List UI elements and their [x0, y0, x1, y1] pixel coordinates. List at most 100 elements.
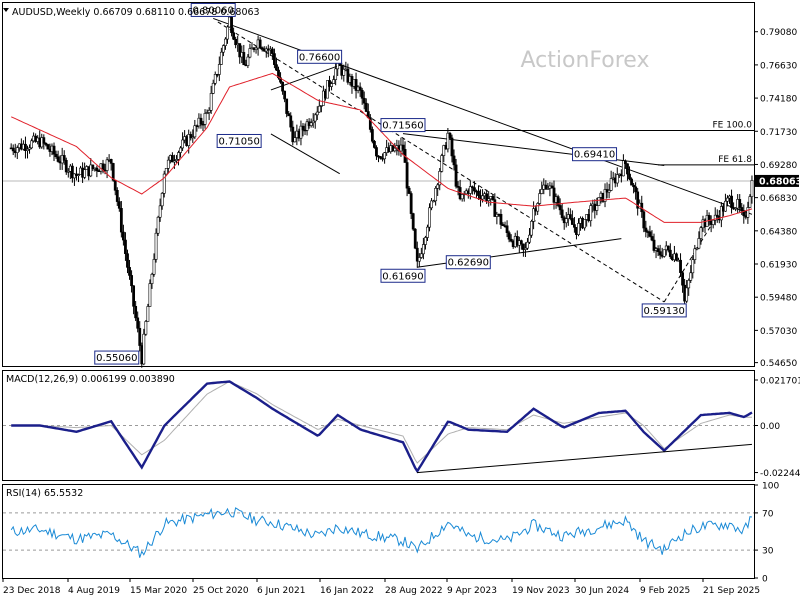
price-label-box: [641, 303, 687, 318]
price-plot: FE 100.0 FE 61.8 0.80060 0.76600 0.71050 0.7…: [3, 2, 754, 368]
candle-body: [277, 69, 280, 79]
price-panel-title: AUDUSD,Weekly 0.66709 0.68110 0.66678 0.…: [12, 7, 260, 18]
candle-body: [179, 147, 182, 153]
candle-body: [501, 224, 505, 226]
candle-body: [291, 126, 295, 143]
candle-body: [456, 185, 460, 188]
macd-y-axis: 0.021701 0.00 -0.022445: [754, 377, 800, 479]
candle-body: [258, 39, 262, 49]
price-label-box: [297, 49, 343, 64]
candle-body: [309, 122, 313, 126]
candle-body: [326, 80, 329, 99]
candle-body: [603, 189, 607, 202]
candle-body: [699, 227, 703, 239]
candle-body: [222, 45, 225, 53]
candle-body: [460, 194, 464, 200]
candle-body: [162, 173, 166, 194]
candle-body: [546, 188, 550, 190]
candle-body: [675, 253, 678, 261]
price-label: 0.55060: [96, 353, 137, 364]
candle-body: [526, 241, 529, 249]
candle-body: [44, 142, 48, 145]
symbol-label: AUDUSD,Weekly: [12, 7, 91, 18]
watermark: ActionForex: [521, 48, 650, 73]
candle-body: [419, 253, 423, 258]
candle-body: [628, 173, 631, 180]
candle-body: [313, 114, 317, 122]
candle-body: [91, 164, 95, 170]
candle-body: [111, 163, 115, 181]
price-label-box: [94, 350, 140, 365]
candle-body: [407, 187, 411, 194]
candle-body: [354, 79, 358, 91]
candle-body: [175, 159, 178, 161]
candle-body: [73, 173, 76, 179]
x-tick-label: 30 Jun 2024: [575, 586, 629, 596]
candle-body: [521, 243, 525, 250]
candle-body: [468, 186, 472, 194]
candle-body: [273, 53, 276, 65]
rsi-tick-label: 30: [762, 547, 774, 557]
candle-body: [652, 239, 656, 251]
candle-body: [473, 187, 476, 192]
candle-body: [695, 247, 699, 250]
x-tick-label: 9 Feb 2025: [640, 586, 690, 596]
candle-body: [632, 184, 635, 188]
candle-body: [62, 155, 66, 161]
candle-body: [750, 180, 754, 197]
candle-body: [315, 111, 319, 116]
candle-body: [299, 125, 303, 139]
macd-tick-label: -0.022445: [760, 469, 800, 479]
price-label: 0.71560: [382, 121, 423, 132]
candle-body: [54, 153, 58, 158]
candle-body: [46, 144, 50, 150]
candle-body: [370, 129, 374, 142]
price-label-box: [216, 133, 262, 148]
price-label-box: [380, 118, 426, 133]
candle-body: [224, 38, 227, 46]
candle-body: [573, 224, 576, 228]
candle-body: [173, 160, 176, 163]
candle-body: [595, 205, 599, 211]
candle-body: [424, 237, 427, 245]
candle-body: [719, 206, 723, 221]
macd-trendline: [416, 443, 753, 474]
candle-body: [117, 201, 121, 209]
candle-body: [477, 190, 480, 196]
candle-body: [383, 152, 387, 160]
candle-body: [436, 184, 440, 189]
candle-body: [726, 197, 729, 202]
price-label: 0.62690: [448, 258, 489, 269]
candle-body: [748, 196, 752, 208]
candle-body: [426, 226, 429, 238]
fe-level-label: FE 61.8: [718, 155, 752, 165]
candle-body: [536, 203, 540, 212]
candle-body: [558, 205, 562, 211]
price-label: 0.76600: [299, 52, 340, 63]
price-label-box: [190, 2, 236, 17]
candle-body: [428, 207, 431, 228]
candle-body: [289, 115, 293, 128]
candle-body: [375, 147, 378, 157]
candle-body: [448, 132, 452, 139]
candle-body: [742, 210, 746, 217]
current-price-tag: [755, 174, 799, 187]
candle-body: [146, 306, 150, 322]
candle-body: [95, 167, 99, 172]
candle-body: [570, 218, 574, 225]
rsi-tick-label: 70: [762, 509, 774, 519]
candle-body: [724, 200, 727, 212]
candle-body: [64, 159, 68, 173]
candle-body: [195, 125, 199, 128]
price-tick-label: 0.64380: [760, 227, 797, 237]
collapse-triangle-icon[interactable]: [3, 8, 9, 12]
candle-body: [409, 193, 413, 214]
candle-body: [283, 90, 287, 100]
candle-body: [450, 137, 454, 157]
rsi-plot: [3, 507, 754, 558]
candle-body: [519, 240, 523, 245]
candle-body: [364, 102, 368, 112]
candle-body: [334, 68, 338, 80]
x-tick-label: 23 Dec 2018: [3, 586, 61, 596]
